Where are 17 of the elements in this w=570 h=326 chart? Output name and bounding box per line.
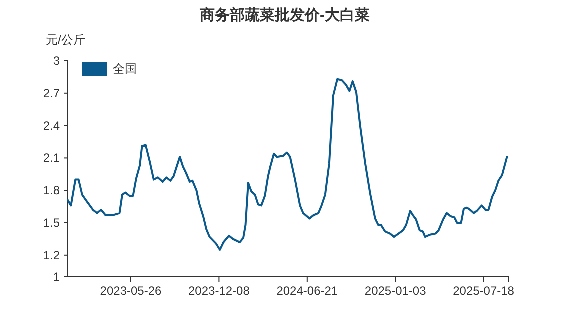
x-tick-label: 2023-05-26 [100, 284, 162, 298]
x-tick-label: 2025-07-18 [453, 284, 515, 298]
x-tick-label: 2023-12-08 [188, 284, 250, 298]
y-axis-title: 元/公斤 [46, 33, 86, 47]
line-series [67, 78, 508, 251]
y-tick-label: 2.1 [43, 151, 60, 166]
y-tick-label: 3 [53, 54, 60, 68]
y-tick-label: 2.7 [43, 86, 60, 100]
y-tick-label: 1.2 [43, 248, 60, 262]
x-tick-label: 2024-06-21 [276, 284, 338, 298]
y-tick-label: 2.4 [43, 118, 60, 133]
x-tick-label: 2025-01-03 [364, 284, 427, 298]
y-tick-label: 1 [53, 270, 60, 284]
legend-label: 全国 [113, 62, 137, 76]
y-tick-label: 1.5 [43, 216, 60, 230]
y-tick-label: 1.8 [43, 184, 60, 198]
chart-title: 商务部蔬菜批发价-大白菜 [199, 6, 370, 24]
